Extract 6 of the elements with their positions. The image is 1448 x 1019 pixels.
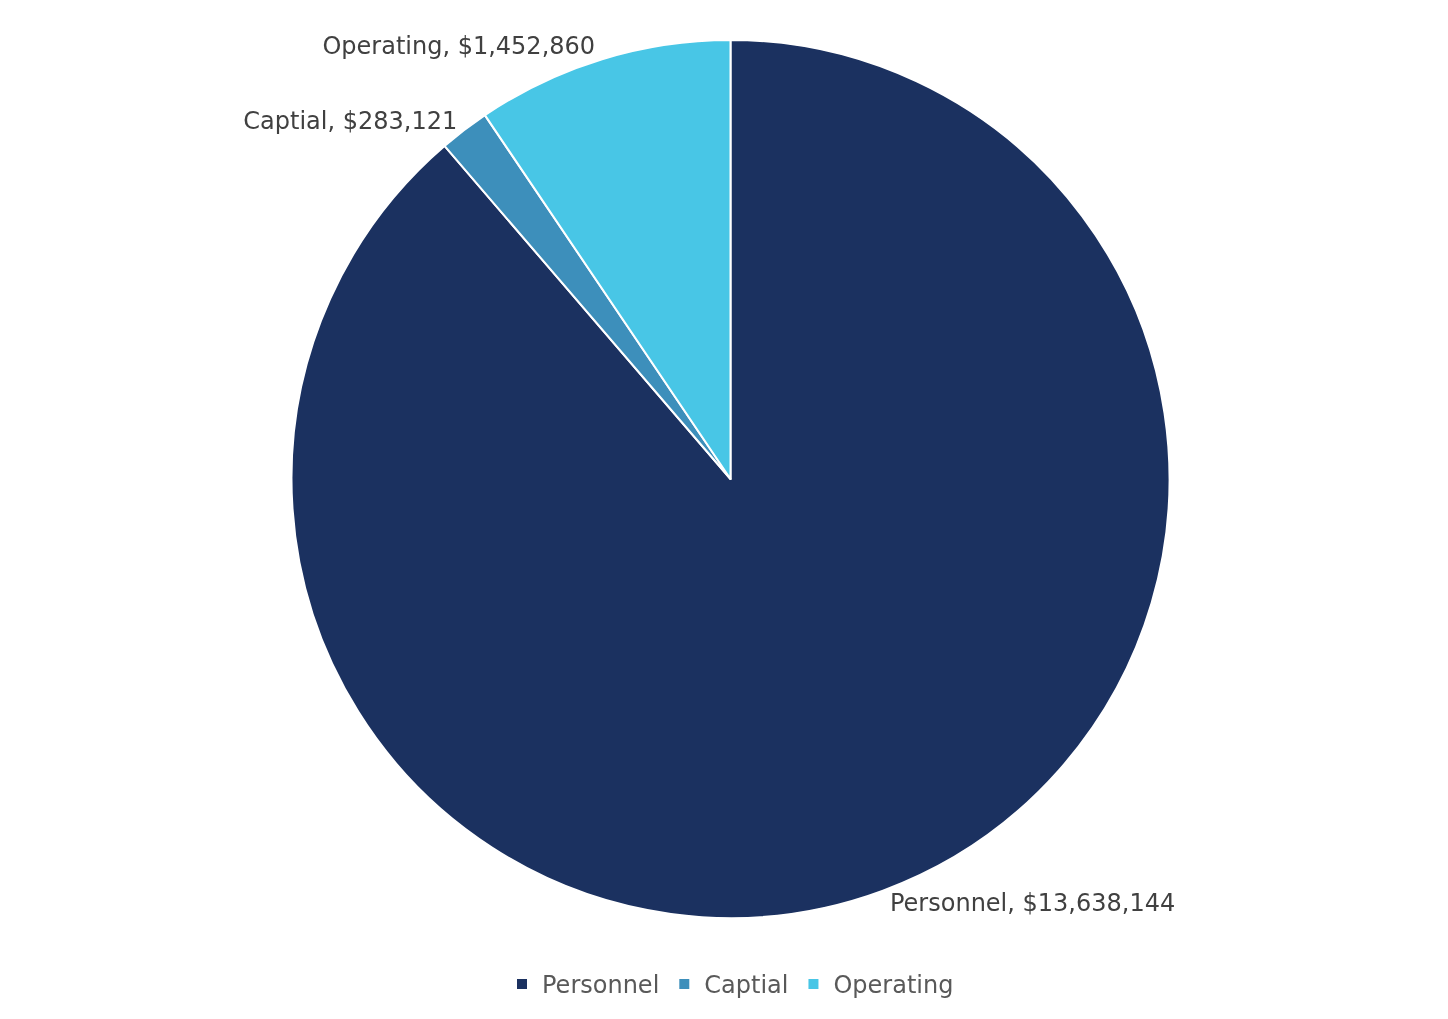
- legend-label: Personnel: [542, 971, 660, 1000]
- legend-label: Captial: [704, 971, 789, 1000]
- legend-label: Operating: [833, 971, 954, 1000]
- data-label: Captial, $283,121: [243, 107, 458, 136]
- data-label: Personnel, $13,638,144: [889, 888, 1176, 917]
- data-label: Operating, $1,452,860: [322, 32, 596, 61]
